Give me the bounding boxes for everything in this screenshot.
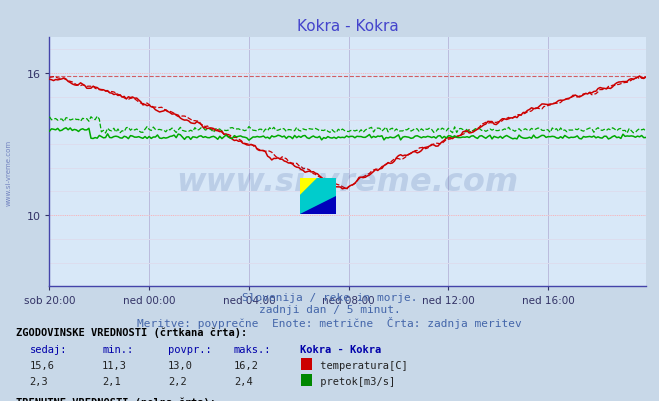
Text: min.:: min.: xyxy=(102,344,133,354)
Text: Slovenija / reke in morje.: Slovenija / reke in morje. xyxy=(242,292,417,302)
Text: povpr.:: povpr.: xyxy=(168,344,212,354)
Text: zadnji dan / 5 minut.: zadnji dan / 5 minut. xyxy=(258,304,401,314)
Text: ZGODOVINSKE VREDNOSTI (črtkana črta):: ZGODOVINSKE VREDNOSTI (črtkana črta): xyxy=(16,327,248,337)
Text: 2,4: 2,4 xyxy=(234,376,252,386)
Title: Kokra - Kokra: Kokra - Kokra xyxy=(297,19,399,34)
Text: www.si-vreme.com: www.si-vreme.com xyxy=(177,167,519,198)
Text: temperatura[C]: temperatura[C] xyxy=(314,360,408,370)
Text: 15,6: 15,6 xyxy=(30,360,55,370)
Text: 11,3: 11,3 xyxy=(102,360,127,370)
Text: 16,2: 16,2 xyxy=(234,360,259,370)
Text: 2,3: 2,3 xyxy=(30,376,48,386)
Text: sedaj:: sedaj: xyxy=(30,344,67,354)
Polygon shape xyxy=(300,178,336,215)
Text: 2,2: 2,2 xyxy=(168,376,186,386)
Text: TRENUTNE VREDNOSTI (polna črta):: TRENUTNE VREDNOSTI (polna črta): xyxy=(16,396,216,401)
Polygon shape xyxy=(300,178,318,196)
Text: Meritve: povprečne  Enote: metrične  Črta: zadnja meritev: Meritve: povprečne Enote: metrične Črta:… xyxy=(137,316,522,328)
Text: 13,0: 13,0 xyxy=(168,360,193,370)
Text: pretok[m3/s]: pretok[m3/s] xyxy=(314,376,395,386)
Text: www.si-vreme.com: www.si-vreme.com xyxy=(5,140,12,205)
Text: Kokra - Kokra: Kokra - Kokra xyxy=(300,344,381,354)
Text: maks.:: maks.: xyxy=(234,344,272,354)
Text: 2,1: 2,1 xyxy=(102,376,121,386)
Polygon shape xyxy=(300,196,336,215)
